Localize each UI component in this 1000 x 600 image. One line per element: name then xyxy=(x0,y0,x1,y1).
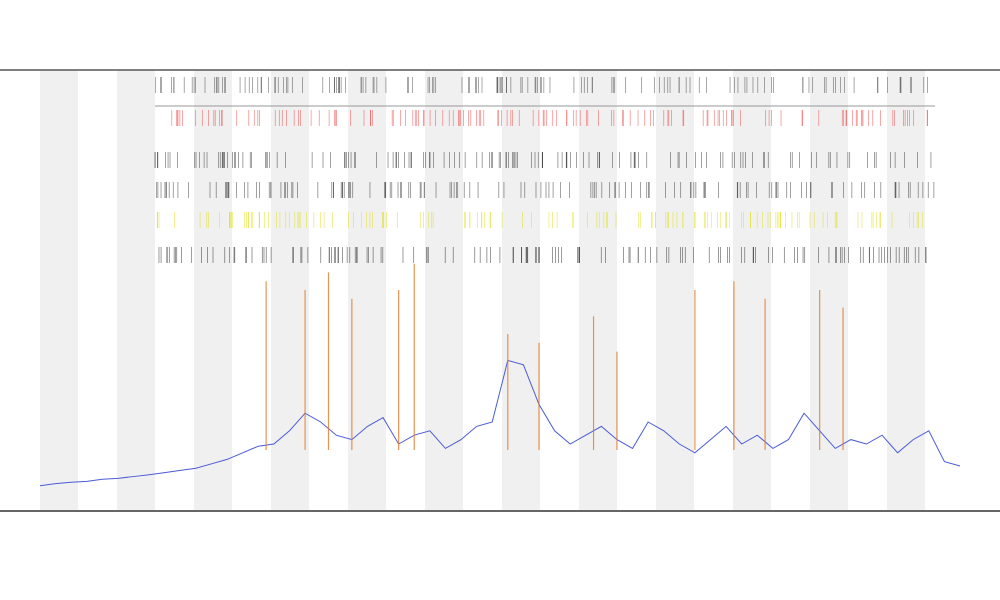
series-line xyxy=(39,359,961,487)
band xyxy=(271,70,309,510)
band xyxy=(810,70,848,510)
band xyxy=(887,70,925,510)
plot-area xyxy=(39,263,961,487)
band xyxy=(40,70,78,510)
band xyxy=(194,70,232,510)
background-bands xyxy=(40,70,925,510)
event-rows xyxy=(154,77,935,263)
band xyxy=(656,70,694,510)
band xyxy=(579,70,617,510)
band xyxy=(425,70,463,510)
band xyxy=(117,70,155,510)
band xyxy=(348,70,386,510)
